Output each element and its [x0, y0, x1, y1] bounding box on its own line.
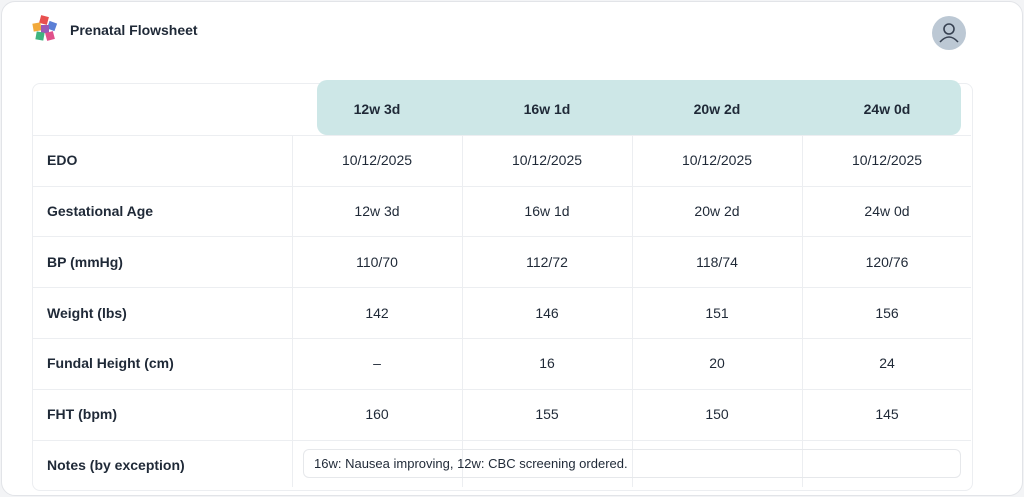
cell-value: 24w 0d	[864, 202, 910, 219]
row-divider	[33, 185, 971, 187]
cell-value: 160	[365, 406, 389, 423]
cell-value: 10/12/2025	[341, 152, 413, 169]
user-avatar[interactable]	[932, 16, 966, 50]
row-label: EDO	[47, 152, 78, 169]
cell-value: 112/72	[526, 253, 568, 270]
logo	[32, 15, 58, 41]
cell-value: 10/12/2025	[511, 152, 583, 169]
column-header: 16w 1d	[523, 101, 571, 118]
cell-value: 110/70	[356, 253, 398, 270]
cell-value: –	[373, 355, 381, 372]
column-divider	[802, 134, 803, 488]
cell-value: 145	[875, 406, 899, 423]
row-label: BP (mmHg)	[47, 253, 123, 270]
cell-value: 146	[535, 304, 559, 321]
row-label: Fundal Height (cm)	[47, 355, 174, 372]
row-divider	[33, 287, 971, 289]
column-header: 12w 3d	[353, 101, 401, 118]
column-divider	[462, 134, 463, 488]
cell-value: 142	[365, 304, 389, 321]
column-divider	[292, 134, 293, 488]
row-divider	[33, 388, 971, 390]
notes-field[interactable]: 16w: Nausea improving, 12w: CBC screenin…	[303, 449, 961, 478]
column-header: 20w 2d	[693, 101, 741, 118]
cell-value: 151	[705, 304, 729, 321]
cell-value: 118/74	[696, 253, 738, 270]
cell-value: 20w 2d	[694, 202, 740, 219]
cell-value: 10/12/2025	[851, 152, 923, 169]
row-divider	[33, 134, 971, 136]
cell-value: 20	[709, 355, 725, 372]
row-label: Weight (lbs)	[47, 304, 127, 321]
cell-value: 155	[535, 406, 559, 423]
column-header: 24w 0d	[863, 101, 911, 118]
cell-value: 16	[539, 355, 555, 372]
row-divider	[33, 236, 971, 238]
row-label: Gestational Age	[47, 202, 154, 219]
cell-value: 16w 1d	[524, 202, 570, 219]
page-title: Prenatal Flowsheet	[70, 22, 198, 38]
cell-value: 156	[875, 304, 899, 321]
row-label: FHT (bpm)	[47, 406, 117, 423]
row-divider	[33, 338, 971, 339]
cell-value: 12w 3d	[354, 202, 400, 219]
header-band	[317, 80, 961, 135]
cell-value: 120/76	[865, 253, 909, 270]
cell-value: 24	[879, 355, 895, 372]
cell-value: 150	[705, 406, 729, 423]
row-divider	[33, 439, 971, 441]
cell-value: 10/12/2025	[681, 152, 753, 169]
column-divider	[632, 134, 633, 488]
row-label: Notes (by exception)	[47, 456, 185, 473]
